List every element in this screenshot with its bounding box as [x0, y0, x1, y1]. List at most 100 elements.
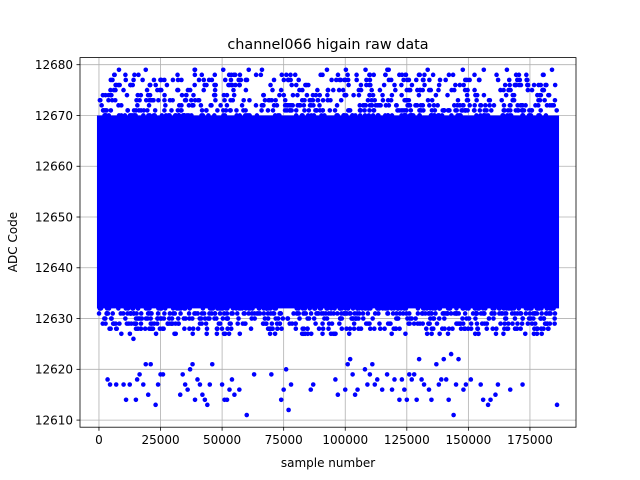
- data-point: [421, 77, 426, 83]
- data-point: [498, 87, 503, 93]
- data-point: [502, 82, 508, 88]
- y-tick-label: 12660: [35, 160, 73, 174]
- x-tick-label: 0: [95, 433, 103, 447]
- data-point: [507, 113, 512, 118]
- data-point: [520, 316, 525, 321]
- data-point: [300, 306, 306, 311]
- data-point: [148, 321, 154, 326]
- data-point: [407, 321, 412, 326]
- data-point: [146, 113, 151, 118]
- data-point: [237, 82, 242, 88]
- outlier-point: [429, 397, 434, 403]
- outlier-point: [288, 382, 294, 387]
- data-point: [466, 316, 472, 321]
- data-point: [406, 311, 412, 316]
- data-point: [542, 97, 547, 103]
- outlier-point: [145, 392, 151, 398]
- data-point: [371, 108, 377, 113]
- data-point: [397, 311, 403, 316]
- data-point: [312, 306, 317, 311]
- data-point: [278, 87, 284, 93]
- data-point: [493, 331, 499, 337]
- data-point: [490, 326, 496, 332]
- data-point: [327, 108, 333, 113]
- data-point: [116, 113, 122, 118]
- data-point: [538, 316, 543, 321]
- data-point: [423, 326, 429, 332]
- x-tick-label: 175000: [507, 433, 553, 447]
- data-point: [161, 316, 167, 321]
- data-point: [535, 326, 540, 332]
- data-point: [326, 326, 331, 332]
- data-point: [522, 331, 528, 337]
- data-point: [230, 306, 236, 311]
- outlier-point: [283, 367, 289, 372]
- data-point: [116, 67, 122, 73]
- data-point: [459, 108, 464, 113]
- data-point: [191, 92, 196, 98]
- data-point: [523, 103, 528, 108]
- data-point: [229, 82, 234, 88]
- data-point: [541, 316, 547, 321]
- data-point: [202, 316, 208, 321]
- data-point: [403, 113, 408, 118]
- data-point: [389, 306, 394, 311]
- data-point: [480, 306, 486, 311]
- data-point: [400, 311, 406, 316]
- data-point: [162, 97, 167, 103]
- data-point: [133, 321, 139, 326]
- data-point: [367, 82, 372, 88]
- data-point: [472, 87, 477, 93]
- data-point: [487, 103, 492, 108]
- data-point: [498, 321, 503, 326]
- outlier-point: [335, 392, 341, 398]
- data-point: [481, 113, 487, 118]
- data-point: [277, 92, 282, 98]
- data-point: [303, 311, 309, 316]
- data-point: [427, 103, 432, 108]
- data-point: [143, 306, 149, 311]
- data-point: [187, 326, 192, 332]
- data-point: [449, 113, 454, 118]
- data-point: [496, 306, 502, 311]
- data-point: [220, 316, 226, 321]
- data-point: [403, 72, 409, 78]
- data-point: [338, 97, 344, 103]
- data-point: [123, 77, 129, 83]
- data-point: [236, 306, 242, 311]
- data-point: [426, 321, 432, 326]
- y-tick-label: 12650: [35, 210, 73, 224]
- outlier-point: [441, 356, 447, 362]
- data-point: [360, 316, 366, 321]
- data-point: [178, 311, 183, 316]
- data-point: [375, 113, 381, 118]
- data-point: [510, 92, 516, 98]
- data-point: [370, 113, 376, 118]
- outlier-point: [278, 397, 284, 403]
- data-point: [446, 326, 452, 332]
- data-point: [406, 103, 411, 108]
- data-point: [427, 77, 432, 83]
- data-point: [399, 72, 405, 78]
- data-point: [332, 306, 337, 311]
- data-point: [339, 311, 344, 316]
- outlier-point: [342, 387, 348, 392]
- x-tick-label: 150000: [445, 433, 491, 447]
- data-point: [297, 103, 302, 108]
- data-point: [138, 311, 144, 316]
- data-point: [401, 77, 406, 83]
- data-point: [394, 316, 399, 321]
- data-point: [503, 92, 509, 98]
- data-point: [264, 306, 269, 311]
- data-point: [235, 321, 241, 326]
- data-point: [236, 316, 241, 321]
- data-point: [293, 326, 299, 332]
- x-tick-label: 75000: [265, 433, 303, 447]
- data-point: [480, 311, 486, 316]
- data-point: [461, 103, 466, 108]
- data-point: [131, 77, 136, 83]
- data-point: [334, 77, 339, 83]
- data-point: [333, 331, 338, 337]
- data-point: [430, 72, 436, 78]
- data-point: [415, 321, 421, 326]
